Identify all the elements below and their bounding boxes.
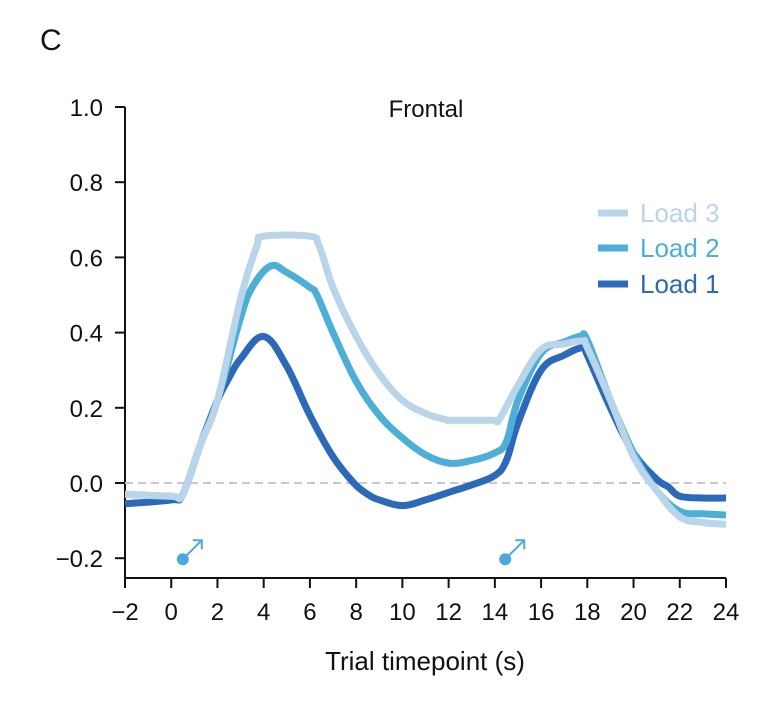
event-marker-icon (499, 539, 526, 566)
x-tick-label: 6 (303, 599, 316, 626)
marker-arrow-head (515, 539, 526, 550)
chart-title: Frontal (389, 96, 464, 123)
legend-label: Load 3 (640, 198, 720, 228)
x-tick-label: 22 (666, 599, 693, 626)
marker-arrow-shaft (504, 539, 525, 560)
x-tick-label: 16 (528, 599, 555, 626)
legend-label: Load 2 (640, 233, 720, 263)
event-markers (176, 539, 526, 566)
x-tick-label: 2 (211, 599, 224, 626)
series-group (124, 231, 727, 528)
y-tick-label: 0.8 (70, 170, 103, 197)
x-tick-label: 12 (435, 599, 462, 626)
x-tick-label: 10 (389, 599, 416, 626)
x-axis-title: Trial timepoint (s) (325, 646, 525, 676)
x-tick-label: 4 (257, 599, 270, 626)
series-line-load-3 (124, 231, 727, 528)
x-tick-label: 14 (481, 599, 508, 626)
marker-arrow-shaft (182, 539, 203, 560)
y-tick-label: 0.6 (70, 245, 103, 272)
series-line-load-2 (124, 261, 727, 519)
x-tick-label: 20 (620, 599, 647, 626)
legend: Load 3 Load 2 Load 1 (598, 198, 720, 299)
event-marker-icon (176, 539, 203, 566)
marker-arrow-head (192, 539, 203, 550)
x-tick-label: 24 (713, 599, 740, 626)
y-tick-label: 0.2 (70, 396, 103, 423)
y-tick-label: −0.2 (56, 546, 103, 573)
x-tick-label: −2 (111, 599, 138, 626)
axes: −0.20.00.20.40.60.81.0−2 0 2 4 6 8 10 12 14 16 18 2… (56, 95, 740, 626)
y-tick-label: 1.0 (70, 95, 103, 122)
legend-label: Load 1 (640, 269, 720, 299)
y-tick-label: 0.0 (70, 471, 103, 498)
x-tick-label: 0 (165, 599, 178, 626)
x-tick-label: 18 (574, 599, 601, 626)
series-line-load-1 (124, 332, 727, 510)
panel-label: C (40, 24, 62, 57)
x-tick-label: 8 (349, 599, 362, 626)
y-tick-label: 0.4 (70, 321, 103, 348)
